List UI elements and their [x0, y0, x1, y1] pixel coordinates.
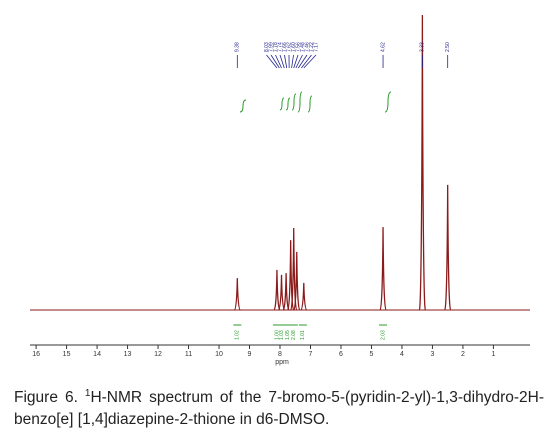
peak — [300, 282, 308, 311]
peak-label: 7.22 — [309, 42, 315, 52]
integral-label: 1.01 — [300, 330, 306, 340]
caption-sup: 1 — [84, 388, 91, 399]
x-tick-label: 8 — [278, 351, 282, 358]
peak-label: 9.38 — [235, 42, 241, 52]
x-tick-label: 15 — [63, 351, 71, 358]
integral-label: 2.08 — [291, 330, 297, 340]
x-axis-label: ppm — [275, 359, 289, 366]
integral-label: 1.03 — [279, 330, 285, 340]
peak-label: 2.50 — [445, 42, 451, 52]
x-tick-label: 9 — [248, 351, 252, 358]
peak-label: 7.48 — [300, 42, 306, 52]
peak-label: 7.74 — [277, 42, 283, 52]
integral-label: 1.02 — [235, 330, 241, 340]
peak-label: 3.33 — [420, 42, 426, 52]
integral-label: 1.00 — [274, 330, 280, 340]
integral-label: 2.03 — [380, 330, 386, 340]
x-tick-label: 4 — [400, 351, 404, 358]
caption: Figure 6. 1H-NMR spectrum of the 7-bromo… — [14, 383, 544, 431]
x-tick-label: 7 — [309, 351, 313, 358]
peak-label: 7.46 — [304, 42, 310, 52]
peak — [418, 14, 427, 311]
peak — [444, 184, 452, 311]
peak-label-leader — [301, 54, 312, 69]
x-tick-label: 6 — [339, 351, 343, 358]
x-tick-label: 2 — [461, 351, 465, 358]
peak — [233, 278, 241, 311]
peak — [379, 227, 387, 311]
x-tick-label: 12 — [154, 351, 162, 358]
peak-label: 8.03 — [264, 42, 270, 52]
peak-label: 4.62 — [380, 42, 386, 52]
x-tick-label: 16 — [32, 351, 40, 358]
x-tick-label: 14 — [93, 351, 101, 358]
x-tick-label: 13 — [124, 351, 132, 358]
peak-label-leader — [295, 54, 303, 69]
peak-label-leader — [303, 54, 317, 69]
x-tick-label: 10 — [215, 351, 223, 358]
chart: ppm 16 15 14 13 12 11 10 9 8 7 6 5 4 3 2 19.38 8.037.997… — [30, 14, 530, 366]
peak-label: 7.66 — [282, 42, 288, 52]
peak-label-leader — [270, 54, 280, 69]
peak-label-leader — [275, 54, 282, 69]
peak-label-leader — [293, 54, 299, 69]
x-tick-label: 3 — [430, 351, 434, 358]
peak-label-leader — [279, 54, 285, 69]
peak — [282, 273, 290, 311]
x-tick-label: 5 — [370, 351, 374, 358]
peak-label-leader — [297, 54, 308, 69]
peak-label: 7.78 — [273, 42, 279, 52]
integral-label: 1.05 — [285, 330, 291, 340]
peak-label-leader — [284, 54, 288, 69]
peak-label: 7.99 — [268, 42, 274, 52]
integral-curves — [239, 91, 392, 113]
peak-label: 7.62 — [286, 42, 292, 52]
peak — [293, 251, 301, 311]
caption-text: H-NMR spectrum of the 7-bromo-5-(pyridin… — [14, 389, 544, 429]
peak-label-leader — [266, 54, 278, 69]
peak-label: 7.17 — [313, 42, 319, 52]
x-tick-label: 11 — [185, 351, 192, 358]
peak — [287, 240, 295, 311]
peak — [277, 274, 286, 311]
caption-label: Figure 6. — [14, 389, 78, 407]
x-tick-label: 1 — [491, 351, 495, 358]
peak-label-leader — [291, 54, 294, 69]
peak — [273, 269, 281, 311]
peak-label: 7.56 — [295, 42, 301, 52]
peak-label: 7.60 — [291, 42, 297, 52]
